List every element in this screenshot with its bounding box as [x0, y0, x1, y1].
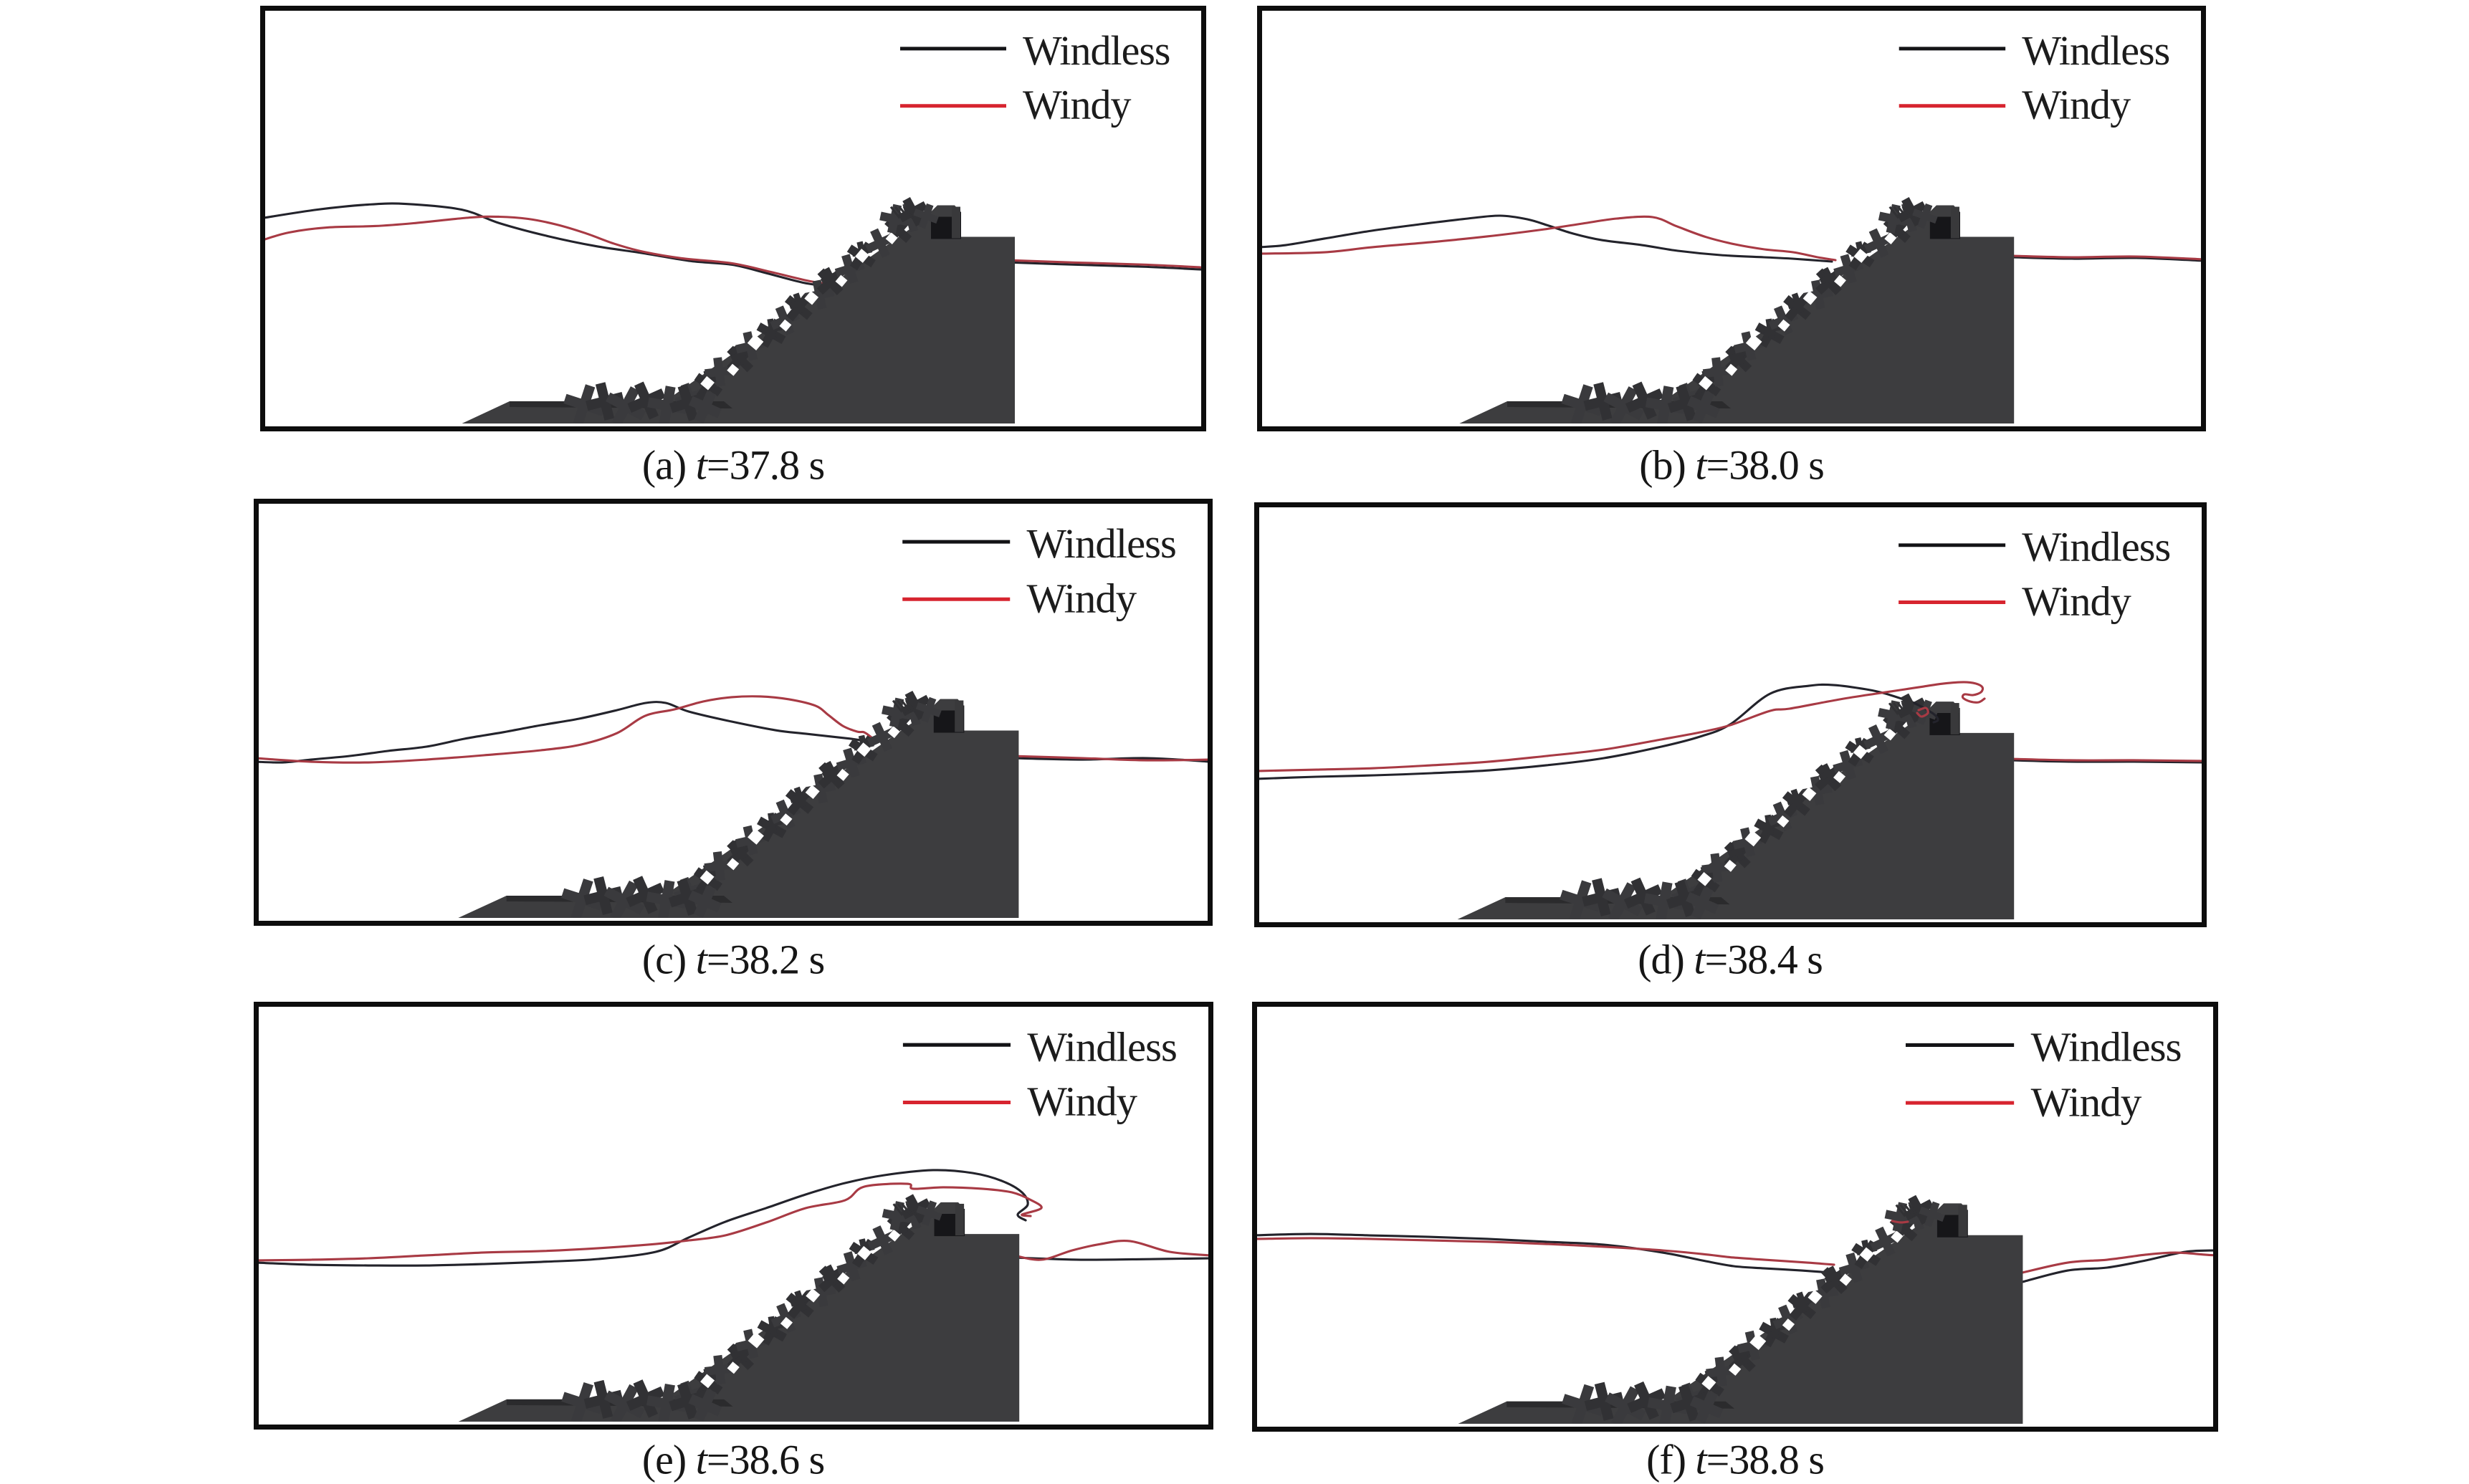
svg-text:Windy: Windy: [2022, 578, 2131, 625]
svg-text:Windy: Windy: [1027, 575, 1137, 622]
svg-text:Windless: Windless: [1027, 520, 1176, 567]
svg-text:Windy: Windy: [1023, 82, 1132, 128]
svg-text:Windless: Windless: [1023, 27, 1170, 74]
svg-text:Windless: Windless: [1027, 1024, 1177, 1071]
svg-text:Windy: Windy: [2031, 1079, 2142, 1126]
svg-text:Windless: Windless: [2022, 524, 2170, 570]
svg-text:Windy: Windy: [2022, 82, 2131, 128]
svg-text:Windless: Windless: [2022, 27, 2169, 74]
svg-text:Windless: Windless: [2031, 1024, 2182, 1071]
svg-text:Windy: Windy: [1027, 1078, 1137, 1125]
